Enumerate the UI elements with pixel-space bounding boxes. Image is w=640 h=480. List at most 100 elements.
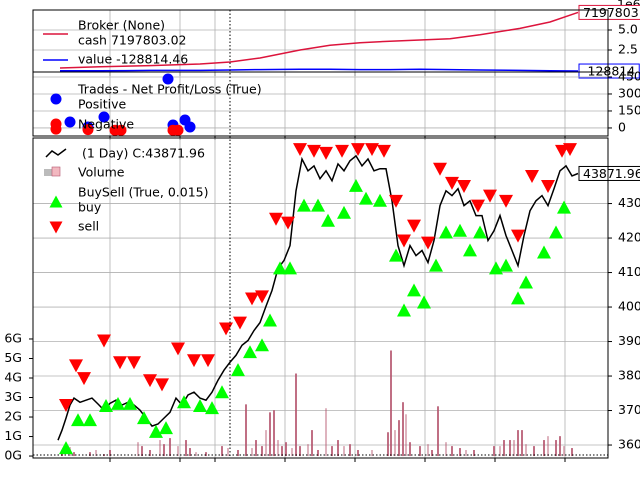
legend-label: Negative: [78, 117, 134, 132]
y2-tick-label: 6G: [4, 330, 22, 345]
legend-marker: [51, 166, 61, 177]
signal-marker: [307, 144, 321, 158]
volume-bar: [563, 446, 565, 457]
signal-marker: [243, 345, 257, 359]
signal-marker: [255, 338, 269, 352]
signal-marker: [311, 198, 325, 212]
volume-bar: [285, 442, 287, 457]
signal-marker: [463, 243, 477, 257]
signal-marker: [215, 385, 229, 399]
signal-marker: [563, 143, 577, 157]
volume-bar: [419, 446, 421, 457]
volume-bar: [357, 450, 359, 457]
volume-bar: [427, 444, 429, 457]
signal-marker: [389, 194, 403, 208]
signal-marker: [245, 292, 259, 306]
signal-marker: [537, 245, 551, 259]
volume-bar: [73, 452, 75, 457]
y2-tick-label: 4G: [4, 370, 22, 385]
scatter-point: [184, 121, 196, 133]
legend-label: value -128814.46: [78, 52, 188, 67]
scatter-point: [64, 116, 76, 128]
signal-marker: [557, 200, 571, 214]
y-tick-label: 370: [618, 402, 640, 417]
y2-tick-label: 2G: [4, 409, 22, 424]
volume-bar: [189, 448, 191, 457]
legend-marker: [44, 169, 56, 176]
tag-box: [578, 4, 640, 20]
volume-bar: [251, 448, 253, 457]
signal-marker: [433, 162, 447, 176]
volume-bar: [137, 442, 139, 457]
last-value-tag: 7197803: [578, 4, 640, 20]
volume-bar: [141, 446, 143, 457]
volume-bar: [163, 444, 165, 457]
volume-bar: [95, 450, 97, 457]
signal-marker: [511, 291, 525, 305]
volume-bar: [543, 440, 545, 457]
legend-marker: [49, 195, 63, 208]
signal-marker: [421, 236, 435, 250]
legend-label: buy: [78, 200, 102, 215]
volume-bar: [402, 402, 404, 457]
y-tick-label: 430: [618, 195, 640, 210]
volume-bar: [277, 440, 279, 457]
legend-marker: [50, 93, 62, 105]
volume-bar: [169, 438, 171, 457]
volume-bar: [431, 450, 433, 457]
signal-marker: [293, 143, 307, 157]
signal-marker: [59, 441, 73, 455]
pane-frame: [32, 137, 609, 459]
y-tick-label: 150: [618, 102, 640, 117]
volume-bar: [547, 436, 549, 457]
tag-label: 43871.96: [583, 166, 640, 181]
volume-bar: [265, 430, 267, 457]
tag-label: -128814: [583, 64, 635, 79]
data-line: [60, 68, 579, 72]
volume-bar: [185, 440, 187, 457]
y-tick-label: 400: [618, 299, 640, 314]
volume-bar: [325, 408, 327, 457]
signal-marker: [519, 275, 533, 289]
signal-marker: [201, 354, 215, 368]
volume-bar: [371, 450, 373, 457]
signal-marker: [97, 334, 111, 348]
signal-marker: [71, 413, 85, 427]
volume-bar: [311, 430, 313, 457]
signal-marker: [365, 143, 379, 157]
legend-title: Broker (None): [78, 18, 165, 33]
y-tick-label: 420: [618, 230, 640, 245]
signal-marker: [137, 411, 151, 425]
volume-bar: [387, 432, 389, 457]
signal-marker: [457, 180, 471, 193]
legend-label: Volume: [78, 165, 125, 180]
y-tick-label: 5.0: [618, 22, 638, 37]
signal-marker: [473, 225, 487, 239]
legend-label: cash 7197803.02: [78, 33, 187, 48]
volume-bar: [533, 446, 535, 457]
signal-marker: [155, 378, 169, 392]
volume-bar: [517, 430, 519, 457]
volume-bar: [331, 446, 333, 457]
pane: [33, 10, 608, 72]
signal-marker: [499, 258, 513, 272]
tag-box: [578, 63, 640, 79]
signal-marker: [453, 223, 467, 237]
legend-label: (1 Day) C:43871.96: [82, 146, 205, 161]
volume-bar: [513, 440, 515, 457]
legend-label: Positive: [78, 97, 126, 112]
volume-bar: [493, 446, 495, 457]
signal-marker: [335, 144, 349, 158]
signal-marker: [483, 189, 497, 203]
signal-marker: [99, 399, 113, 412]
signal-marker: [511, 229, 525, 243]
signal-marker: [373, 193, 387, 207]
signal-marker: [273, 261, 287, 275]
last-value-tag: 43871.96: [578, 165, 640, 181]
signal-marker: [351, 143, 365, 157]
volume-bar: [245, 404, 247, 457]
signal-marker: [187, 354, 201, 368]
